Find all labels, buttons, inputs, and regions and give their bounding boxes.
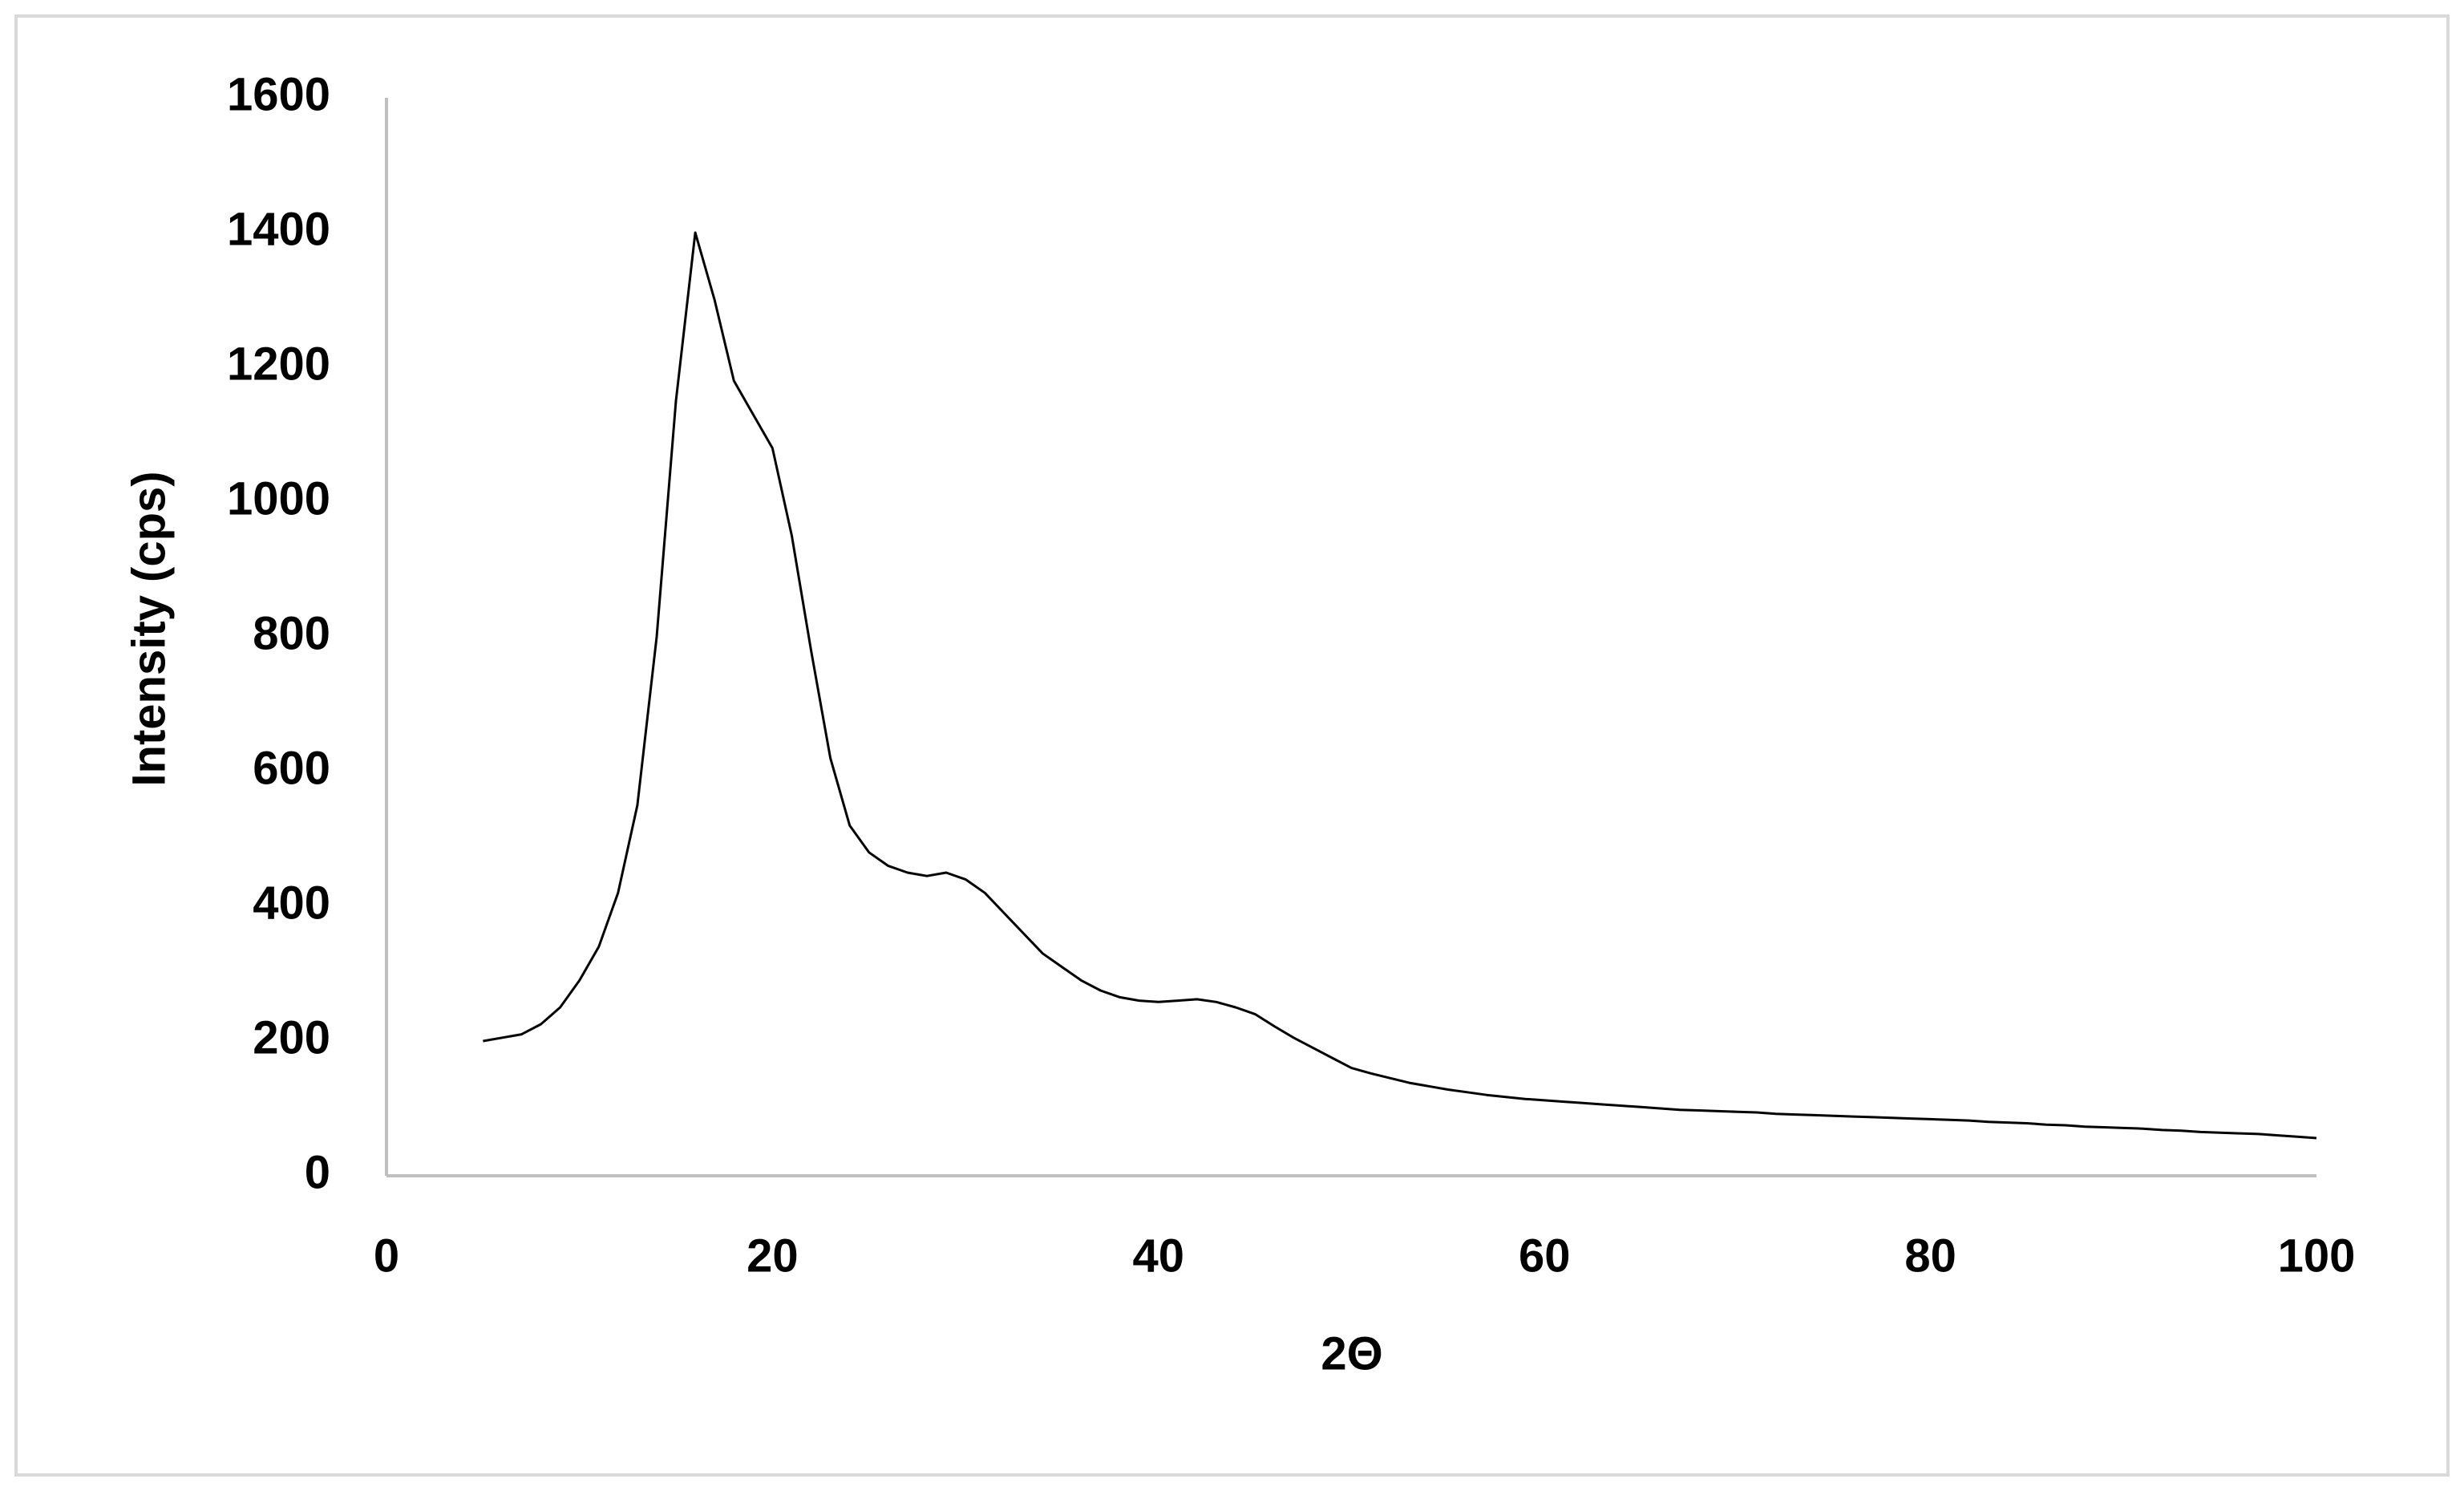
x-tick-label: 100 [2278,1230,2356,1282]
x-tick-label: 60 [1519,1230,1571,1282]
y-tick-label: 600 [253,742,330,794]
chart-frame [14,14,2450,1477]
x-axis-title: 2Θ [1321,1327,1382,1380]
y-tick-label: 400 [253,877,330,929]
x-tick-label: 40 [1133,1230,1185,1282]
x-tick-label: 20 [746,1230,799,1282]
y-tick-label: 1600 [227,68,330,120]
y-tick-label: 1400 [227,203,330,255]
x-tick-label: 80 [1904,1230,1956,1282]
y-axis-title: Intensity (cps) [123,471,175,786]
y-tick-label: 1200 [227,338,330,390]
y-tick-label: 800 [253,607,330,659]
y-tick-label: 1000 [227,472,330,525]
data-line [483,231,2317,1140]
y-tick-label: 200 [253,1011,330,1064]
x-tick-label: 0 [374,1230,399,1282]
y-tick-label: 0 [305,1146,330,1198]
